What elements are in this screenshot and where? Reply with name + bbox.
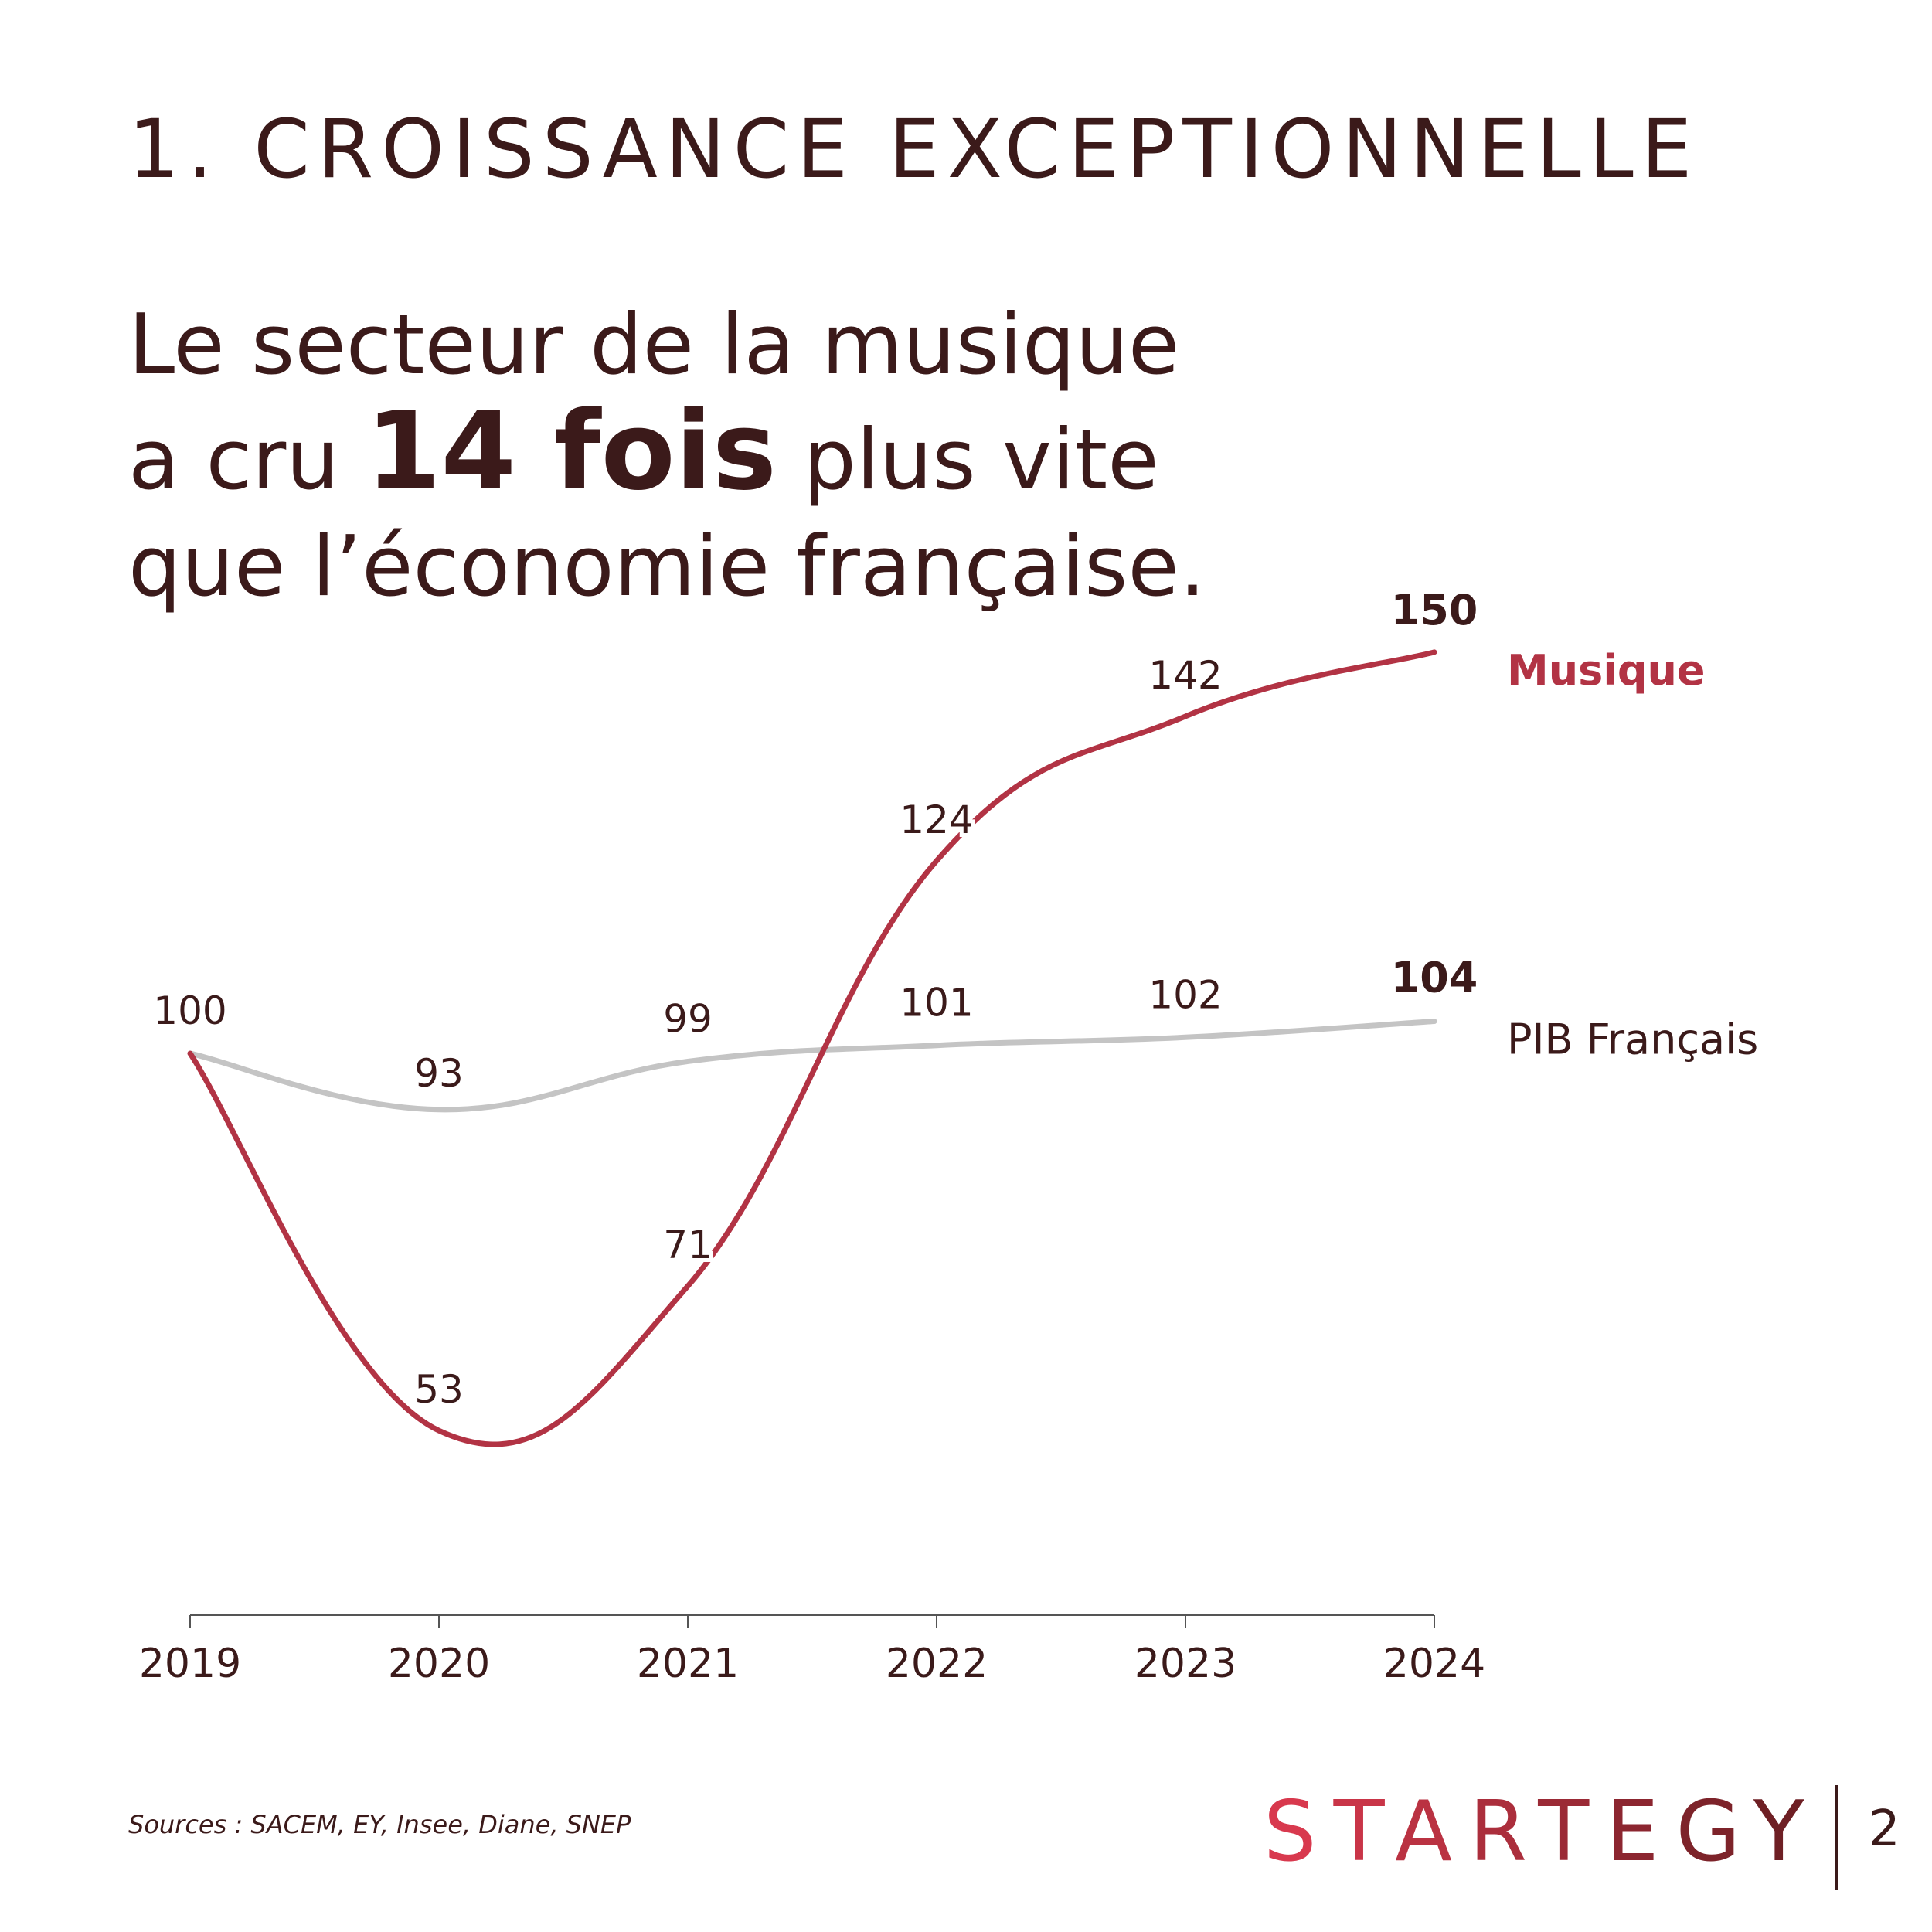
data-label: 142 bbox=[1148, 653, 1222, 698]
headline-line-3: que l’économie française. bbox=[128, 519, 1206, 615]
logo-letter: T bbox=[1538, 1784, 1607, 1880]
data-label: 102 bbox=[1148, 972, 1222, 1017]
x-tick-label: 2022 bbox=[886, 1641, 988, 1687]
data-labels: 53 71 124 142 150 100 93 99 101 102 104 bbox=[149, 582, 1481, 1416]
data-label: 53 bbox=[414, 1367, 464, 1412]
headline-emphasis: 14 fois bbox=[366, 389, 777, 515]
footer-divider bbox=[1835, 1785, 1838, 1890]
headline-line-2-end: plus vite bbox=[777, 412, 1159, 509]
headline-line-1: Le secteur de la musique bbox=[128, 297, 1180, 393]
data-label: 124 bbox=[900, 798, 973, 842]
data-label: 101 bbox=[900, 981, 973, 1026]
logo-letter: S bbox=[1264, 1784, 1334, 1880]
legend-musique: Musique bbox=[1507, 646, 1706, 695]
headline-line-2-start: a cru bbox=[128, 412, 366, 509]
page-number: 2 bbox=[1869, 1801, 1900, 1858]
logo-letter: R bbox=[1469, 1784, 1539, 1880]
data-label: 104 bbox=[1391, 954, 1478, 1002]
sources-note: Sources : SACEM, EY, Insee, Diane, SNEP bbox=[128, 1810, 631, 1839]
data-label: 93 bbox=[414, 1051, 464, 1096]
startegy-logo: STARTEGY bbox=[1264, 1784, 1821, 1880]
data-label: 99 bbox=[663, 996, 713, 1041]
x-axis: 2019 2020 2021 2022 2023 2024 bbox=[139, 1614, 1485, 1687]
x-tick-label: 2020 bbox=[388, 1641, 490, 1687]
section-title: 1. CROISSANCE EXCEPTIONNELLE bbox=[128, 102, 1700, 196]
data-label: 71 bbox=[663, 1223, 713, 1267]
logo-letter: T bbox=[1333, 1784, 1396, 1880]
series-lines bbox=[187, 649, 1437, 1447]
x-tick-label: 2019 bbox=[139, 1641, 241, 1687]
logo-letter: Y bbox=[1753, 1784, 1821, 1880]
series-line-musique bbox=[187, 649, 1437, 1447]
data-label: 100 bbox=[153, 988, 226, 1033]
x-tick-label: 2023 bbox=[1134, 1641, 1236, 1687]
series-legend: Musique PIB Français bbox=[1507, 646, 1758, 1064]
headline: Le secteur de la musique a cru 14 fois p… bbox=[128, 292, 1597, 621]
logo-letter: G bbox=[1675, 1784, 1753, 1880]
data-label: 150 bbox=[1391, 586, 1478, 634]
headline-line-2: a cru 14 fois plus vite bbox=[128, 398, 1597, 514]
logo-letter: A bbox=[1395, 1784, 1470, 1880]
logo-letter: E bbox=[1606, 1784, 1676, 1880]
legend-pib: PIB Français bbox=[1507, 1015, 1758, 1064]
x-tick-label: 2024 bbox=[1383, 1641, 1485, 1687]
series-line-pib-francais bbox=[187, 1019, 1437, 1113]
x-tick-label: 2021 bbox=[637, 1641, 739, 1687]
